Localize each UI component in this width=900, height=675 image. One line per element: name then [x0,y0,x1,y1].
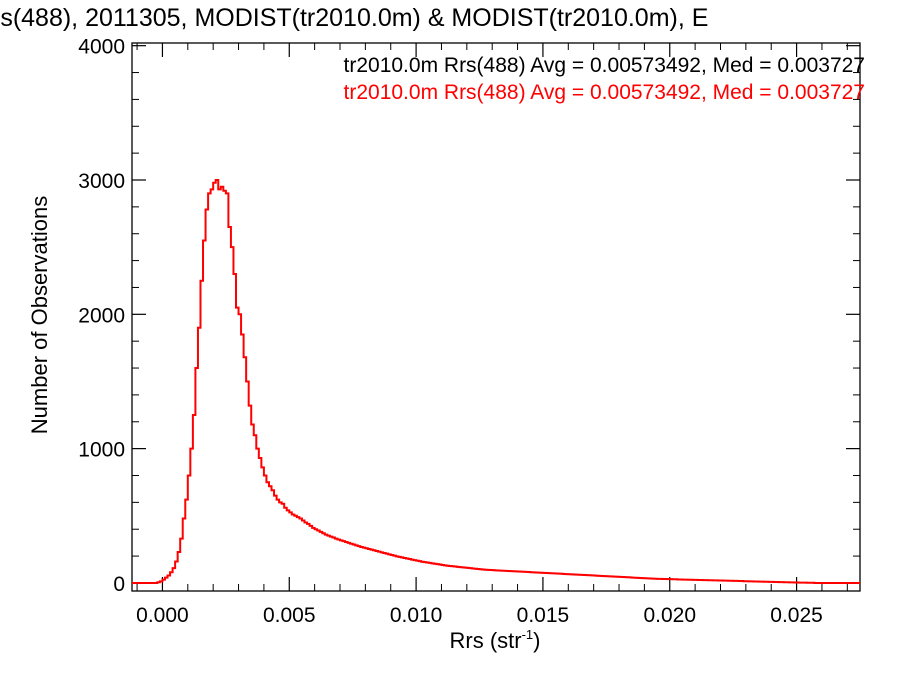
y-tick-label: 4000 [78,36,125,59]
x-tick-label: 0.005 [263,604,316,627]
x-tick-label: 0.020 [643,604,696,627]
chart-title: rs(488), 2011305, MODIST(tr2010.0m) & MO… [0,4,709,32]
histogram-series [132,179,860,584]
y-tick-labels: 0 1000 2000 3000 4000 [78,36,125,596]
legend-entry: tr2010.0m Rrs(488) Avg = 0.00573492, Med… [344,81,865,104]
x-tick-label: 0.010 [390,604,443,627]
x-tick-label: 0.025 [770,604,823,627]
plot-frame [131,42,861,592]
x-axis-label-main: Rrs (str [450,628,522,653]
plot-border [131,42,861,592]
legend-entry: tr2010.0m Rrs(488) Avg = 0.00573492, Med… [344,54,865,77]
y-tick-label: 3000 [78,170,125,193]
x-tick-label: 0.015 [517,604,570,627]
y-axis-label: Number of Observations [27,196,52,434]
x-axis-label: Rrs (str-1) [450,627,541,653]
y-tick-label: 1000 [78,439,125,462]
y-tick-label: 0 [113,573,125,596]
legend: tr2010.0m Rrs(488) Avg = 0.00573492, Med… [344,54,865,104]
x-tick-label: 0.000 [136,604,189,627]
histogram-step-line [132,179,860,584]
y-tick-label: 2000 [78,304,125,327]
x-tick-labels: 0.000 0.005 0.010 0.015 0.020 0.025 [136,604,823,627]
x-axis-label-superscript: -1 [522,627,534,642]
x-axis-label-close: ) [533,628,540,653]
